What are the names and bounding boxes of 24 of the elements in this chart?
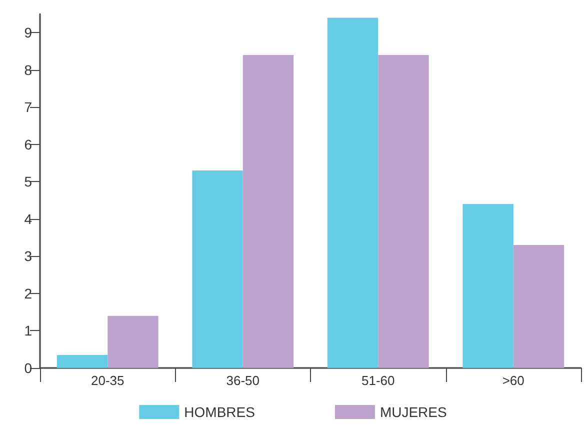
y-tick-label: 7 xyxy=(24,99,32,116)
legend-label: MUJERES xyxy=(380,404,447,420)
y-tick-label: 0 xyxy=(24,360,32,376)
y-tick-label: 6 xyxy=(24,136,32,152)
x-tick-label: 20-35 xyxy=(91,373,124,388)
bar xyxy=(192,170,243,368)
y-tick-label: 1 xyxy=(24,322,32,339)
y-tick-label: 5 xyxy=(24,174,32,190)
bar xyxy=(462,204,514,368)
x-tick-label: 51-60 xyxy=(362,373,395,388)
legend-label: HOMBRES xyxy=(184,404,255,420)
bar xyxy=(56,354,108,368)
x-tick-label: >60 xyxy=(502,373,524,388)
y-tick-label: 3 xyxy=(24,248,32,264)
bar xyxy=(327,18,378,368)
x-tick-label: 36-50 xyxy=(226,373,260,388)
bar xyxy=(108,316,158,368)
bar xyxy=(242,54,294,368)
y-tick-label: 9 xyxy=(24,24,32,41)
y-tick-label: 8 xyxy=(24,62,32,78)
y-tick-label: 2 xyxy=(24,285,32,302)
bar xyxy=(513,245,564,368)
bar xyxy=(378,54,429,368)
y-tick-label: 4 xyxy=(24,210,32,227)
